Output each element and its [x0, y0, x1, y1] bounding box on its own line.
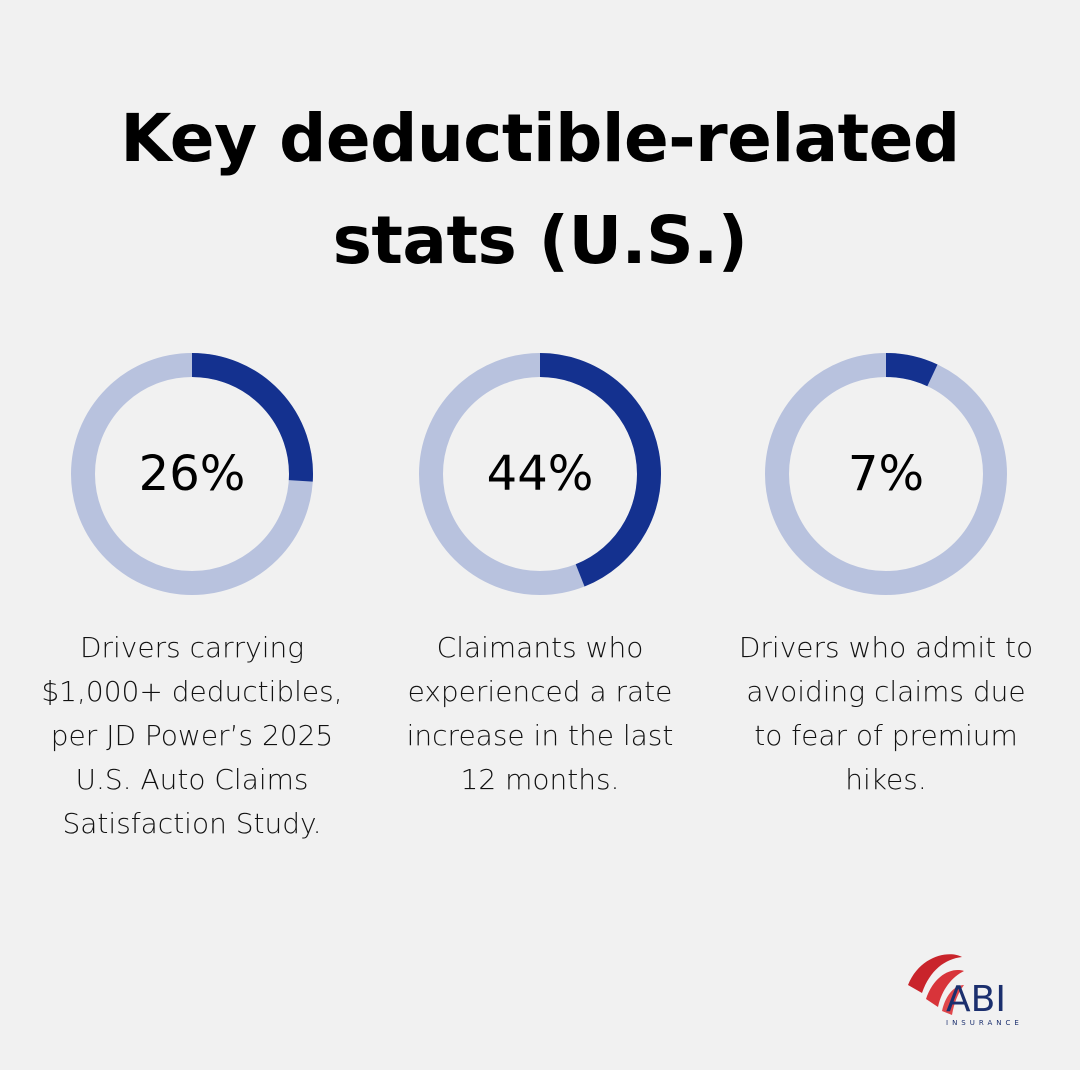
- caption: Drivers carrying $1,000+ deductibles, pe…: [41, 631, 343, 840]
- logo-swoosh: [908, 954, 962, 993]
- logo: ABI INSURANCE: [908, 954, 1023, 1027]
- caption: Claimants who experienced a rate increas…: [406, 631, 674, 796]
- donut-arc: [539, 353, 661, 587]
- value-label: 44%: [487, 446, 594, 502]
- value-label: 7%: [848, 446, 924, 502]
- logo-name: ABI: [946, 979, 1006, 1020]
- value-label: 26%: [139, 446, 246, 502]
- logo-swoosh: [942, 985, 964, 1015]
- donut-arc: [885, 353, 938, 387]
- logo-tagline: INSURANCE: [946, 1019, 1023, 1027]
- caption: Drivers who admit to avoiding claims due…: [738, 631, 1034, 796]
- title: Key deductible-related stats (U.S.): [120, 100, 960, 279]
- logo-swoosh: [926, 970, 964, 1007]
- donut-arc: [191, 353, 313, 482]
